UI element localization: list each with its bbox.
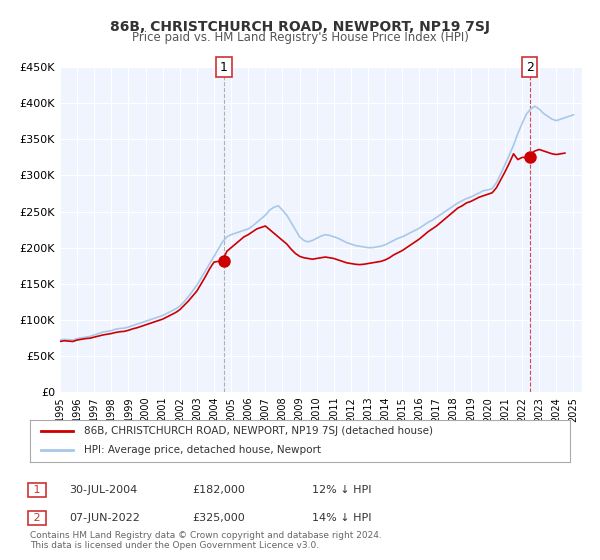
Text: £182,000: £182,000: [192, 485, 245, 495]
Text: Contains HM Land Registry data © Crown copyright and database right 2024.
This d: Contains HM Land Registry data © Crown c…: [30, 530, 382, 550]
Text: 07-JUN-2022: 07-JUN-2022: [69, 513, 140, 523]
Text: 2: 2: [526, 60, 533, 74]
Text: 30-JUL-2004: 30-JUL-2004: [69, 485, 137, 495]
Text: 1: 1: [30, 485, 44, 495]
Text: 12% ↓ HPI: 12% ↓ HPI: [312, 485, 371, 495]
Text: HPI: Average price, detached house, Newport: HPI: Average price, detached house, Newp…: [84, 445, 321, 455]
Text: 86B, CHRISTCHURCH ROAD, NEWPORT, NP19 7SJ (detached house): 86B, CHRISTCHURCH ROAD, NEWPORT, NP19 7S…: [84, 426, 433, 436]
Text: 1: 1: [220, 60, 228, 74]
Text: £325,000: £325,000: [192, 513, 245, 523]
Text: 14% ↓ HPI: 14% ↓ HPI: [312, 513, 371, 523]
Text: 86B, CHRISTCHURCH ROAD, NEWPORT, NP19 7SJ: 86B, CHRISTCHURCH ROAD, NEWPORT, NP19 7S…: [110, 20, 490, 34]
Text: 2: 2: [30, 513, 44, 523]
Text: Price paid vs. HM Land Registry's House Price Index (HPI): Price paid vs. HM Land Registry's House …: [131, 31, 469, 44]
